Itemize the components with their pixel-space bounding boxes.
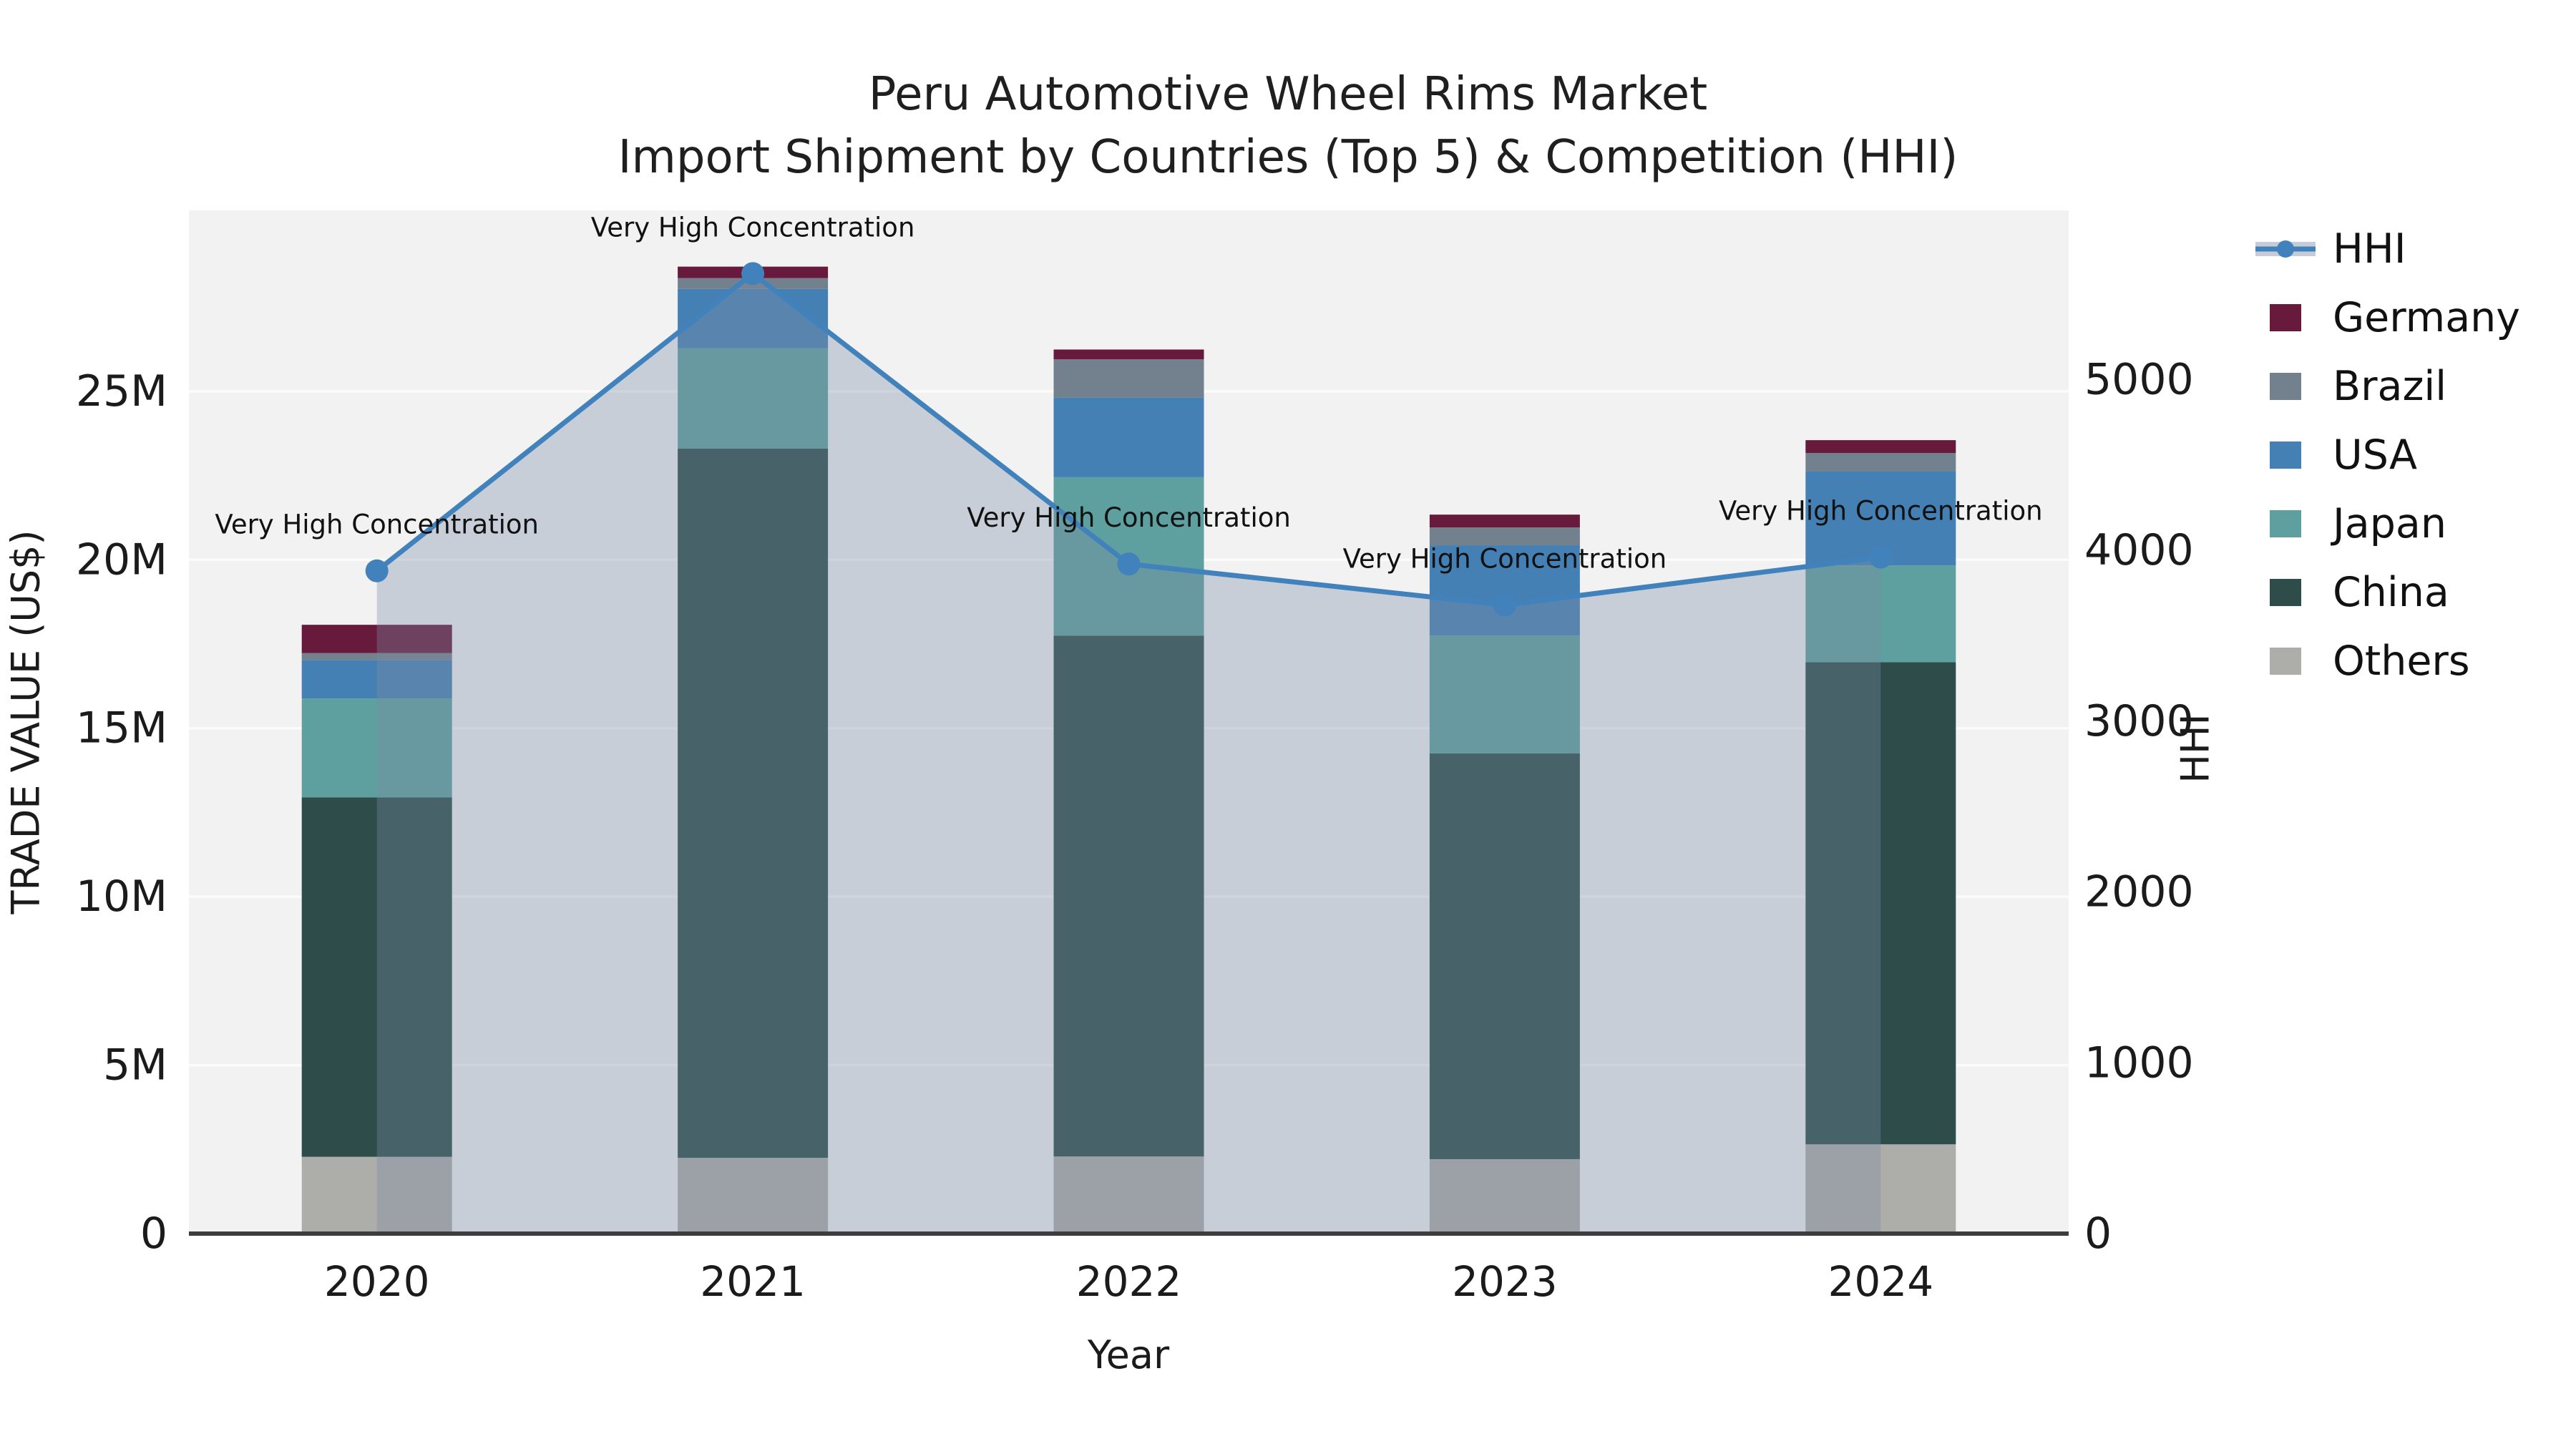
hhi-marker-2023 — [1493, 593, 1516, 617]
x-tick-2020: 2020 — [324, 1257, 430, 1306]
y-right-tick: 4000 — [2084, 525, 2194, 575]
annotation-2020: Very High Concentration — [215, 509, 539, 540]
hhi-marker-2022 — [1117, 552, 1141, 576]
y-left-tick: 15M — [76, 703, 167, 753]
annotation-2024: Very High Concentration — [1719, 496, 2043, 527]
bar-segment-2022-others — [1053, 1156, 1204, 1234]
legend-label: China — [2333, 569, 2449, 616]
y-right-tick: 1000 — [2084, 1038, 2194, 1088]
legend-item-germany: Germany — [2255, 283, 2520, 352]
germany-swatch-icon — [2270, 304, 2301, 331]
x-axis-spine — [189, 1231, 2069, 1236]
x-tick-2021: 2021 — [700, 1257, 806, 1306]
bar-segment-2021-china — [678, 448, 829, 1158]
bar-segment-2020-brazil — [301, 653, 452, 660]
y-left-tick: 20M — [76, 535, 167, 585]
y-right-tick: 2000 — [2084, 867, 2194, 917]
chart-title: Peru Automotive Wheel Rims Market Import… — [0, 63, 2576, 189]
bar-segment-2023-japan — [1429, 635, 1580, 754]
annotation-2021: Very High Concentration — [591, 212, 915, 243]
japan-swatch-icon — [2270, 510, 2301, 537]
annotation-2022: Very High Concentration — [967, 502, 1291, 533]
bar-segment-2023-china — [1429, 753, 1580, 1159]
bar-segment-2023-brazil — [1429, 527, 1580, 546]
bar-segment-2020-others — [301, 1156, 452, 1234]
bar-segment-2020-usa — [301, 660, 452, 699]
y-left-tick: 5M — [103, 1040, 167, 1091]
legend-item-japan: Japan — [2255, 489, 2520, 558]
legend-label: Japan — [2333, 500, 2446, 547]
x-tick-2024: 2024 — [1828, 1257, 1933, 1306]
y-right-tick: 5000 — [2084, 354, 2194, 404]
others-swatch-icon — [2270, 648, 2301, 675]
bar-segment-2024-china — [1805, 662, 1956, 1145]
bar-segment-2023-germany — [1429, 514, 1580, 528]
x-tick-2022: 2022 — [1076, 1257, 1182, 1306]
y-right-tick: 0 — [2084, 1209, 2112, 1259]
y-left-tick: 10M — [76, 872, 167, 922]
bar-segment-2023-others — [1429, 1158, 1580, 1234]
y-left-tick: 25M — [76, 366, 167, 416]
bar-segment-2020-china — [301, 797, 452, 1157]
bar-segment-2022-germany — [1053, 349, 1204, 360]
legend-label: Others — [2333, 638, 2470, 685]
hhi-marker-2021 — [741, 262, 765, 286]
x-tick-2023: 2023 — [1452, 1257, 1558, 1306]
bar-segment-2024-japan — [1805, 565, 1956, 663]
bar-segment-2023-usa — [1429, 545, 1580, 636]
y-axis-label-left: TRADE VALUE (US$) — [3, 530, 49, 914]
bar-segment-2021-usa — [678, 288, 829, 348]
legend-label: USA — [2333, 431, 2417, 479]
legend-item-brazil: Brazil — [2255, 352, 2520, 421]
annotation-2023: Very High Concentration — [1343, 543, 1667, 574]
bar-segment-2022-china — [1053, 635, 1204, 1157]
china-swatch-icon — [2270, 579, 2301, 606]
bar-segment-2024-others — [1805, 1144, 1956, 1234]
bar-segment-2024-brazil — [1805, 453, 1956, 472]
usa-swatch-icon — [2270, 441, 2301, 469]
legend: HHI Germany Brazil USA Japan China Other… — [2255, 215, 2520, 696]
bar-segment-2020-germany — [301, 625, 452, 653]
hhi-marker-2020 — [365, 559, 389, 582]
chart-title-line-1: Peru Automotive Wheel Rims Market — [868, 68, 1708, 121]
legend-item-hhi: HHI — [2255, 215, 2520, 283]
legend-item-usa: USA — [2255, 421, 2520, 489]
y-right-tick: 3000 — [2084, 696, 2194, 746]
bar-segment-2021-others — [678, 1158, 829, 1234]
legend-label: Germany — [2333, 294, 2520, 341]
bar-segment-2024-germany — [1805, 440, 1956, 454]
bar-segment-2020-japan — [301, 698, 452, 798]
hhi-area-fill — [376, 273, 1881, 1234]
y-left-tick: 0 — [140, 1209, 167, 1259]
x-axis-label: Year — [1087, 1332, 1170, 1377]
bar-segment-2021-japan — [678, 348, 829, 449]
bar-segment-2022-brazil — [1053, 359, 1204, 398]
legend-item-china: China — [2255, 558, 2520, 627]
chart-title-line-2: Import Shipment by Countries (Top 5) & C… — [618, 131, 1958, 184]
legend-item-others: Others — [2255, 627, 2520, 696]
y-axis-label-right: HHI — [2172, 713, 2218, 784]
legend-label: HHI — [2333, 225, 2406, 273]
hhi-marker-2024 — [1869, 545, 1893, 569]
bar-segment-2022-usa — [1053, 397, 1204, 477]
hhi-line-icon — [2255, 233, 2316, 265]
brazil-swatch-icon — [2270, 373, 2301, 400]
legend-label: Brazil — [2333, 363, 2447, 410]
